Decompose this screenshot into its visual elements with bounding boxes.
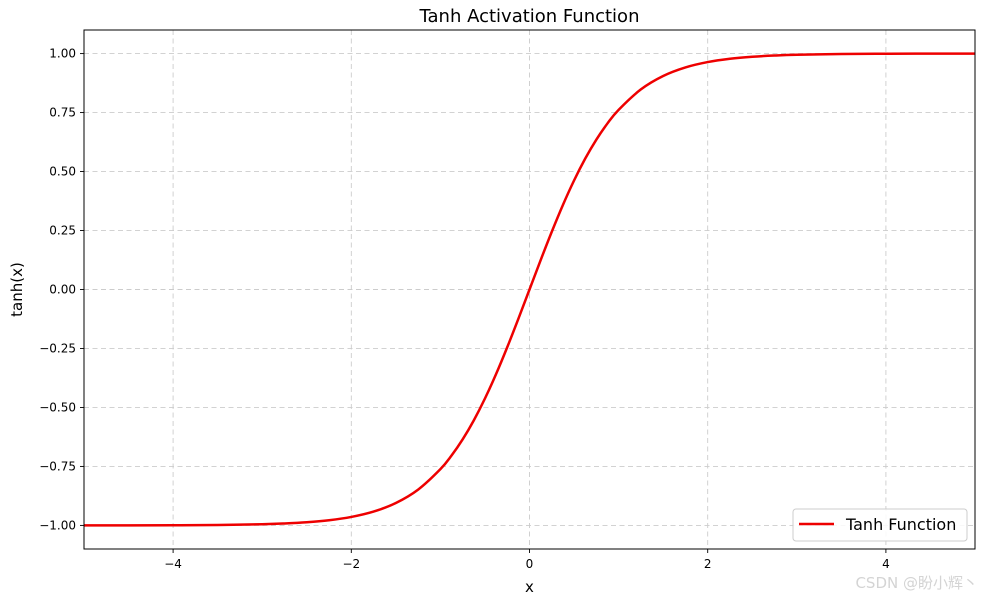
y-tick-label: −0.75 [39, 459, 76, 473]
y-tick-label: −0.25 [39, 341, 76, 355]
y-tick-label: 1.00 [49, 47, 76, 61]
chart-title: Tanh Activation Function [419, 6, 640, 27]
x-tick-label: −2 [342, 557, 360, 571]
x-tick-label: 0 [526, 557, 534, 571]
grid [84, 30, 975, 549]
watermark: CSDN @盼小辉丶 [855, 574, 978, 592]
axis-ticks: −4 −2 0 2 4 −1.00 −0.75 −0.50 −0.25 0.00 0.25 0.50 0… [39, 47, 890, 571]
legend: Tanh Function [792, 508, 968, 542]
legend-label: Tanh Function [845, 515, 956, 534]
y-axis-title: tanh(x) [8, 262, 26, 317]
series-layer [83, 52, 976, 527]
x-tick-label: 2 [704, 557, 712, 571]
y-tick-label: −1.00 [39, 518, 76, 532]
legend-box [792, 508, 968, 542]
x-axis-title: x [525, 578, 534, 596]
tanh-series-line [83, 52, 976, 527]
x-tick-label: −4 [164, 557, 182, 571]
y-tick-label: 0.50 [49, 165, 76, 179]
y-tick-label: 0.25 [49, 224, 76, 238]
y-tick-label: −0.50 [39, 400, 76, 414]
y-tick-label: 0.00 [49, 283, 76, 297]
y-tick-label: 0.75 [49, 106, 76, 120]
x-tick-label: 4 [882, 557, 890, 571]
